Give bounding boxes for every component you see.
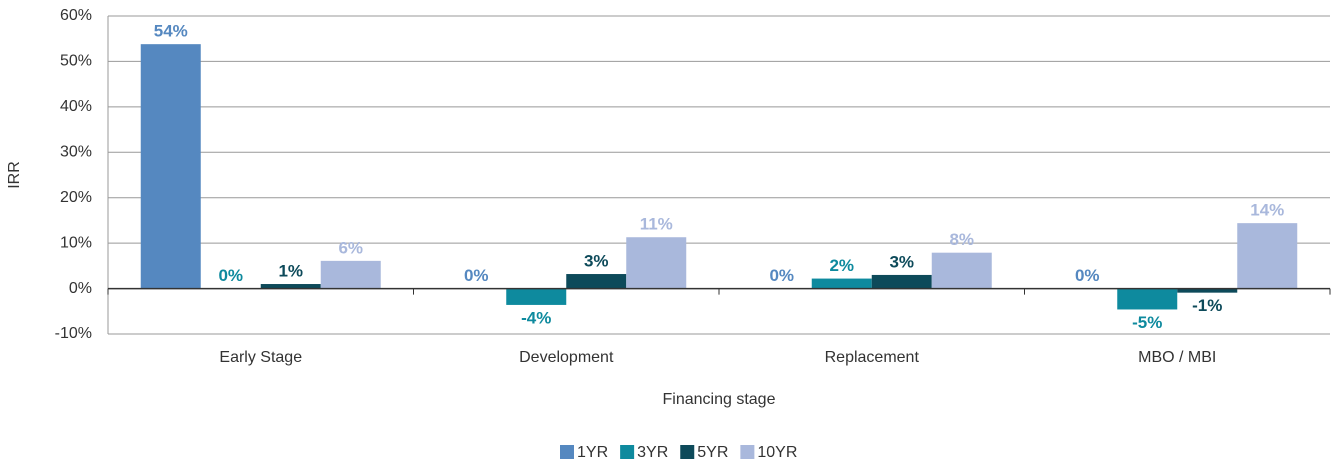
legend-swatch	[740, 445, 755, 459]
legend-label: 1YR	[577, 444, 608, 461]
bar	[811, 278, 872, 289]
value-label: 0%	[769, 266, 794, 285]
bar	[1237, 223, 1298, 289]
y-tick-label: 50%	[60, 53, 92, 70]
value-label: 6%	[338, 238, 363, 257]
bar	[626, 237, 687, 289]
bar	[320, 260, 381, 289]
bar	[506, 288, 567, 305]
value-label: 1%	[278, 262, 303, 281]
x-tick-label: Replacement	[825, 349, 920, 366]
value-label: 11%	[640, 215, 673, 234]
value-label: 3%	[584, 252, 609, 271]
value-label: -4%	[521, 308, 551, 327]
legend-swatch	[620, 445, 635, 459]
bar	[1177, 288, 1238, 293]
bar	[871, 274, 932, 289]
bar	[260, 284, 321, 289]
value-label: 54%	[154, 22, 188, 41]
y-tick-label: -10%	[55, 325, 92, 342]
value-label: 0%	[218, 266, 243, 285]
value-label: -5%	[1132, 313, 1162, 332]
value-label: 3%	[889, 252, 914, 271]
y-tick-label: 60%	[60, 7, 92, 24]
value-label: 2%	[829, 256, 854, 275]
legend-label: 3YR	[637, 444, 668, 461]
x-tick-label: Development	[519, 349, 614, 366]
bar	[931, 252, 992, 289]
y-tick-label: 40%	[60, 98, 92, 115]
bar	[140, 44, 201, 289]
legend-swatch	[680, 445, 695, 459]
value-label: 0%	[464, 266, 489, 285]
y-tick-label: 0%	[69, 280, 92, 297]
value-label: 14%	[1250, 201, 1284, 220]
x-tick-label: MBO / MBI	[1138, 349, 1216, 366]
y-tick-label: 20%	[60, 189, 92, 206]
value-label: -1%	[1192, 296, 1222, 315]
x-tick-label: Early Stage	[219, 349, 302, 366]
y-axis-title: IRR	[6, 161, 23, 189]
value-label: 0%	[1075, 266, 1100, 285]
legend-label: 5YR	[697, 444, 728, 461]
y-tick-label: 30%	[60, 144, 92, 161]
bar	[1117, 288, 1178, 310]
y-tick-label: 10%	[60, 234, 92, 251]
legend-label: 10YR	[757, 444, 797, 461]
bar	[566, 274, 627, 289]
legend-swatch	[560, 445, 574, 459]
value-label: 8%	[949, 230, 974, 249]
x-axis-title: Financing stage	[663, 391, 776, 408]
